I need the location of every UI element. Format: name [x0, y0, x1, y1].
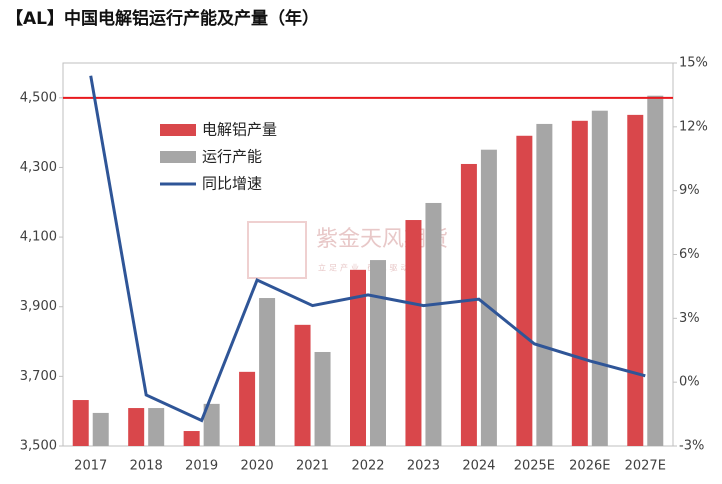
y2-tick-label: 9% — [679, 183, 700, 198]
bar — [92, 412, 109, 446]
x-tick-label: 2019 — [185, 459, 218, 474]
legend-label: 电解铝产量 — [202, 121, 277, 139]
y2-tick-label: 6% — [679, 247, 700, 262]
bar — [259, 298, 276, 446]
y-tick-label: 4,500 — [20, 90, 57, 105]
bar — [647, 95, 664, 446]
y2-tick-label: 3% — [679, 311, 700, 326]
bar — [571, 120, 588, 446]
legend-label: 同比增速 — [202, 175, 262, 193]
bar — [516, 135, 533, 446]
bar — [350, 269, 366, 446]
x-tick-label: 2022 — [351, 459, 384, 474]
bar — [591, 110, 608, 446]
bar — [239, 371, 256, 446]
y-tick-label: 3,500 — [20, 439, 57, 454]
bar — [370, 260, 386, 446]
y2-tick-label: -3% — [679, 439, 704, 454]
x-tick-label: 2026E — [569, 459, 610, 474]
y-tick-label: 4,100 — [20, 230, 57, 245]
bar — [536, 123, 553, 446]
watermark-sub: 立足产业 研究驱动 — [318, 263, 412, 273]
legend-swatch — [160, 124, 196, 136]
watermark-logo — [247, 221, 307, 279]
bar — [425, 202, 442, 446]
x-tick-label: 2017 — [74, 459, 107, 474]
x-tick-label: 2018 — [130, 459, 163, 474]
y-tick-label: 3,900 — [20, 299, 57, 314]
legend-swatch — [160, 151, 196, 163]
bar — [314, 351, 331, 446]
x-tick-label: 2020 — [241, 459, 274, 474]
y-tick-label: 4,300 — [20, 160, 57, 175]
line — [89, 75, 646, 423]
bar — [72, 400, 89, 446]
y2-tick-label: 0% — [679, 375, 700, 390]
y-tick-label: 3,700 — [20, 369, 57, 384]
bar — [148, 408, 165, 446]
bar — [480, 149, 497, 446]
x-tick-label: 2025E — [514, 459, 555, 474]
bar — [203, 403, 220, 446]
y2-tick-label: 15% — [679, 56, 708, 71]
bar — [128, 408, 145, 446]
y2-tick-label: 12% — [679, 119, 708, 134]
bar — [627, 114, 644, 446]
x-tick-label: 2024 — [462, 459, 495, 474]
legend-label: 运行产能 — [202, 148, 262, 166]
x-tick-label: 2027E — [625, 459, 666, 474]
bar — [405, 220, 422, 446]
bar — [460, 163, 477, 447]
x-tick-label: 2021 — [296, 459, 329, 474]
bar — [294, 324, 311, 446]
bar — [183, 431, 200, 446]
chart-title: 【AL】中国电解铝运行产能及产量（年） — [6, 8, 319, 29]
x-tick-label: 2023 — [407, 459, 440, 474]
